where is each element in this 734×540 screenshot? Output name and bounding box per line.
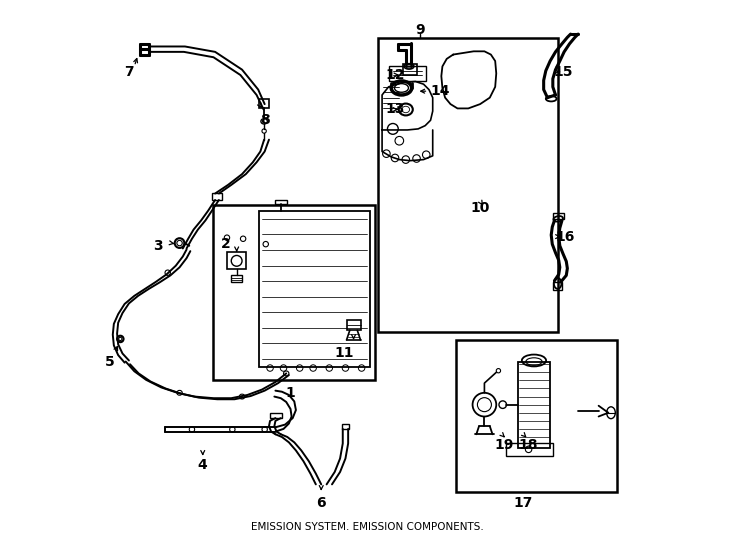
Bar (388, 66, 426, 82)
Text: 17: 17 (514, 496, 533, 510)
Text: 12: 12 (385, 68, 405, 82)
Text: 15: 15 (554, 65, 573, 79)
Text: 7: 7 (124, 65, 134, 79)
Text: 2: 2 (221, 237, 230, 251)
Bar (553, 282, 562, 290)
Bar (402, 64, 417, 75)
Text: 5: 5 (105, 355, 115, 369)
Bar (378, 38, 558, 332)
Bar (456, 340, 617, 492)
Bar (506, 443, 553, 456)
Bar (517, 362, 550, 448)
Bar (346, 320, 360, 330)
Text: 3: 3 (153, 239, 163, 253)
Text: 4: 4 (198, 458, 208, 472)
Text: 8: 8 (260, 113, 269, 127)
Bar (275, 200, 287, 204)
Text: 13: 13 (385, 103, 404, 117)
Bar (259, 99, 269, 109)
Text: EMISSION SYSTEM. EMISSION COMPONENTS.: EMISSION SYSTEM. EMISSION COMPONENTS. (250, 523, 484, 532)
Bar (231, 275, 242, 282)
Text: 16: 16 (556, 230, 575, 244)
Text: 19: 19 (495, 438, 514, 452)
Text: 14: 14 (431, 84, 450, 98)
Bar (553, 213, 564, 219)
Bar (342, 423, 349, 429)
Text: 11: 11 (335, 347, 354, 361)
Bar (270, 413, 282, 418)
Bar (214, 205, 375, 380)
Text: 18: 18 (519, 438, 538, 452)
Text: 10: 10 (470, 201, 490, 215)
Text: 9: 9 (415, 23, 424, 37)
Bar (259, 211, 370, 367)
Text: 6: 6 (316, 496, 326, 510)
Text: 1: 1 (286, 386, 295, 400)
Bar (227, 252, 246, 269)
Bar (212, 193, 222, 200)
